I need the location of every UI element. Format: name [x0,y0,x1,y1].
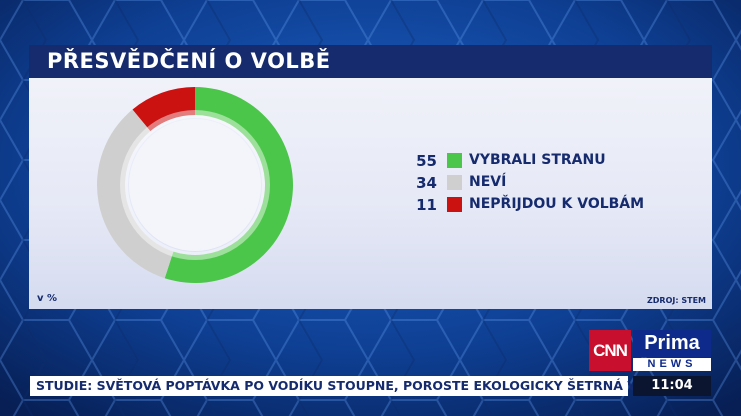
news-logo: NEWS [633,358,711,371]
legend-swatch-grey [447,175,462,190]
donut-slice-2 [97,109,174,279]
source-label: ZDROJ: STEM [646,296,706,305]
legend-label: NEPŘIJDOU K VOLBÁM [469,196,645,212]
donut-slice-1 [164,87,294,283]
legend-label: NEVÍ [469,174,507,190]
legend-item-vybrali-stranu: 55 VYBRALI STRANU [403,151,653,173]
legend: 55 VYBRALI STRANU 34 NEVÍ 11 NEPŘIJDOU K… [403,151,653,217]
chart-title: PŘESVĚDČENÍ O VOLBĚ [47,49,331,73]
donut-slice-3 [132,87,195,132]
cnn-logo: CNN [589,330,631,371]
legend-value: 55 [416,152,437,170]
legend-swatch-green [447,153,462,168]
chart-panel: PŘESVĚDČENÍ O VOLBĚ 55 VYBRALI STRANU 34… [29,45,712,309]
legend-swatch-red [447,197,462,212]
legend-item-nevi: 34 NEVÍ [403,173,653,195]
prima-logo: Prima [633,330,711,357]
legend-label: VYBRALI STRANU [469,152,606,168]
unit-label: v % [37,293,58,304]
legend-value: 11 [416,196,437,214]
clock: 11:04 [633,376,711,396]
clock-time: 11:04 [651,378,693,393]
legend-value: 34 [416,174,437,192]
news-ticker: STUDIE: SVĚTOVÁ POPTÁVKA PO VODÍKU STOUP… [30,376,690,396]
title-bar: PŘESVĚDČENÍ O VOLBĚ [29,45,712,78]
cnn-prima-news-logo: CNN Prima NEWS [589,330,711,371]
donut-hole [129,119,261,251]
legend-item-neprijdou: 11 NEPŘIJDOU K VOLBÁM [403,195,653,217]
donut-chart [97,87,294,283]
donut-inner-ring [120,110,270,260]
ticker-text: STUDIE: SVĚTOVÁ POPTÁVKA PO VODÍKU STOUP… [36,378,691,393]
